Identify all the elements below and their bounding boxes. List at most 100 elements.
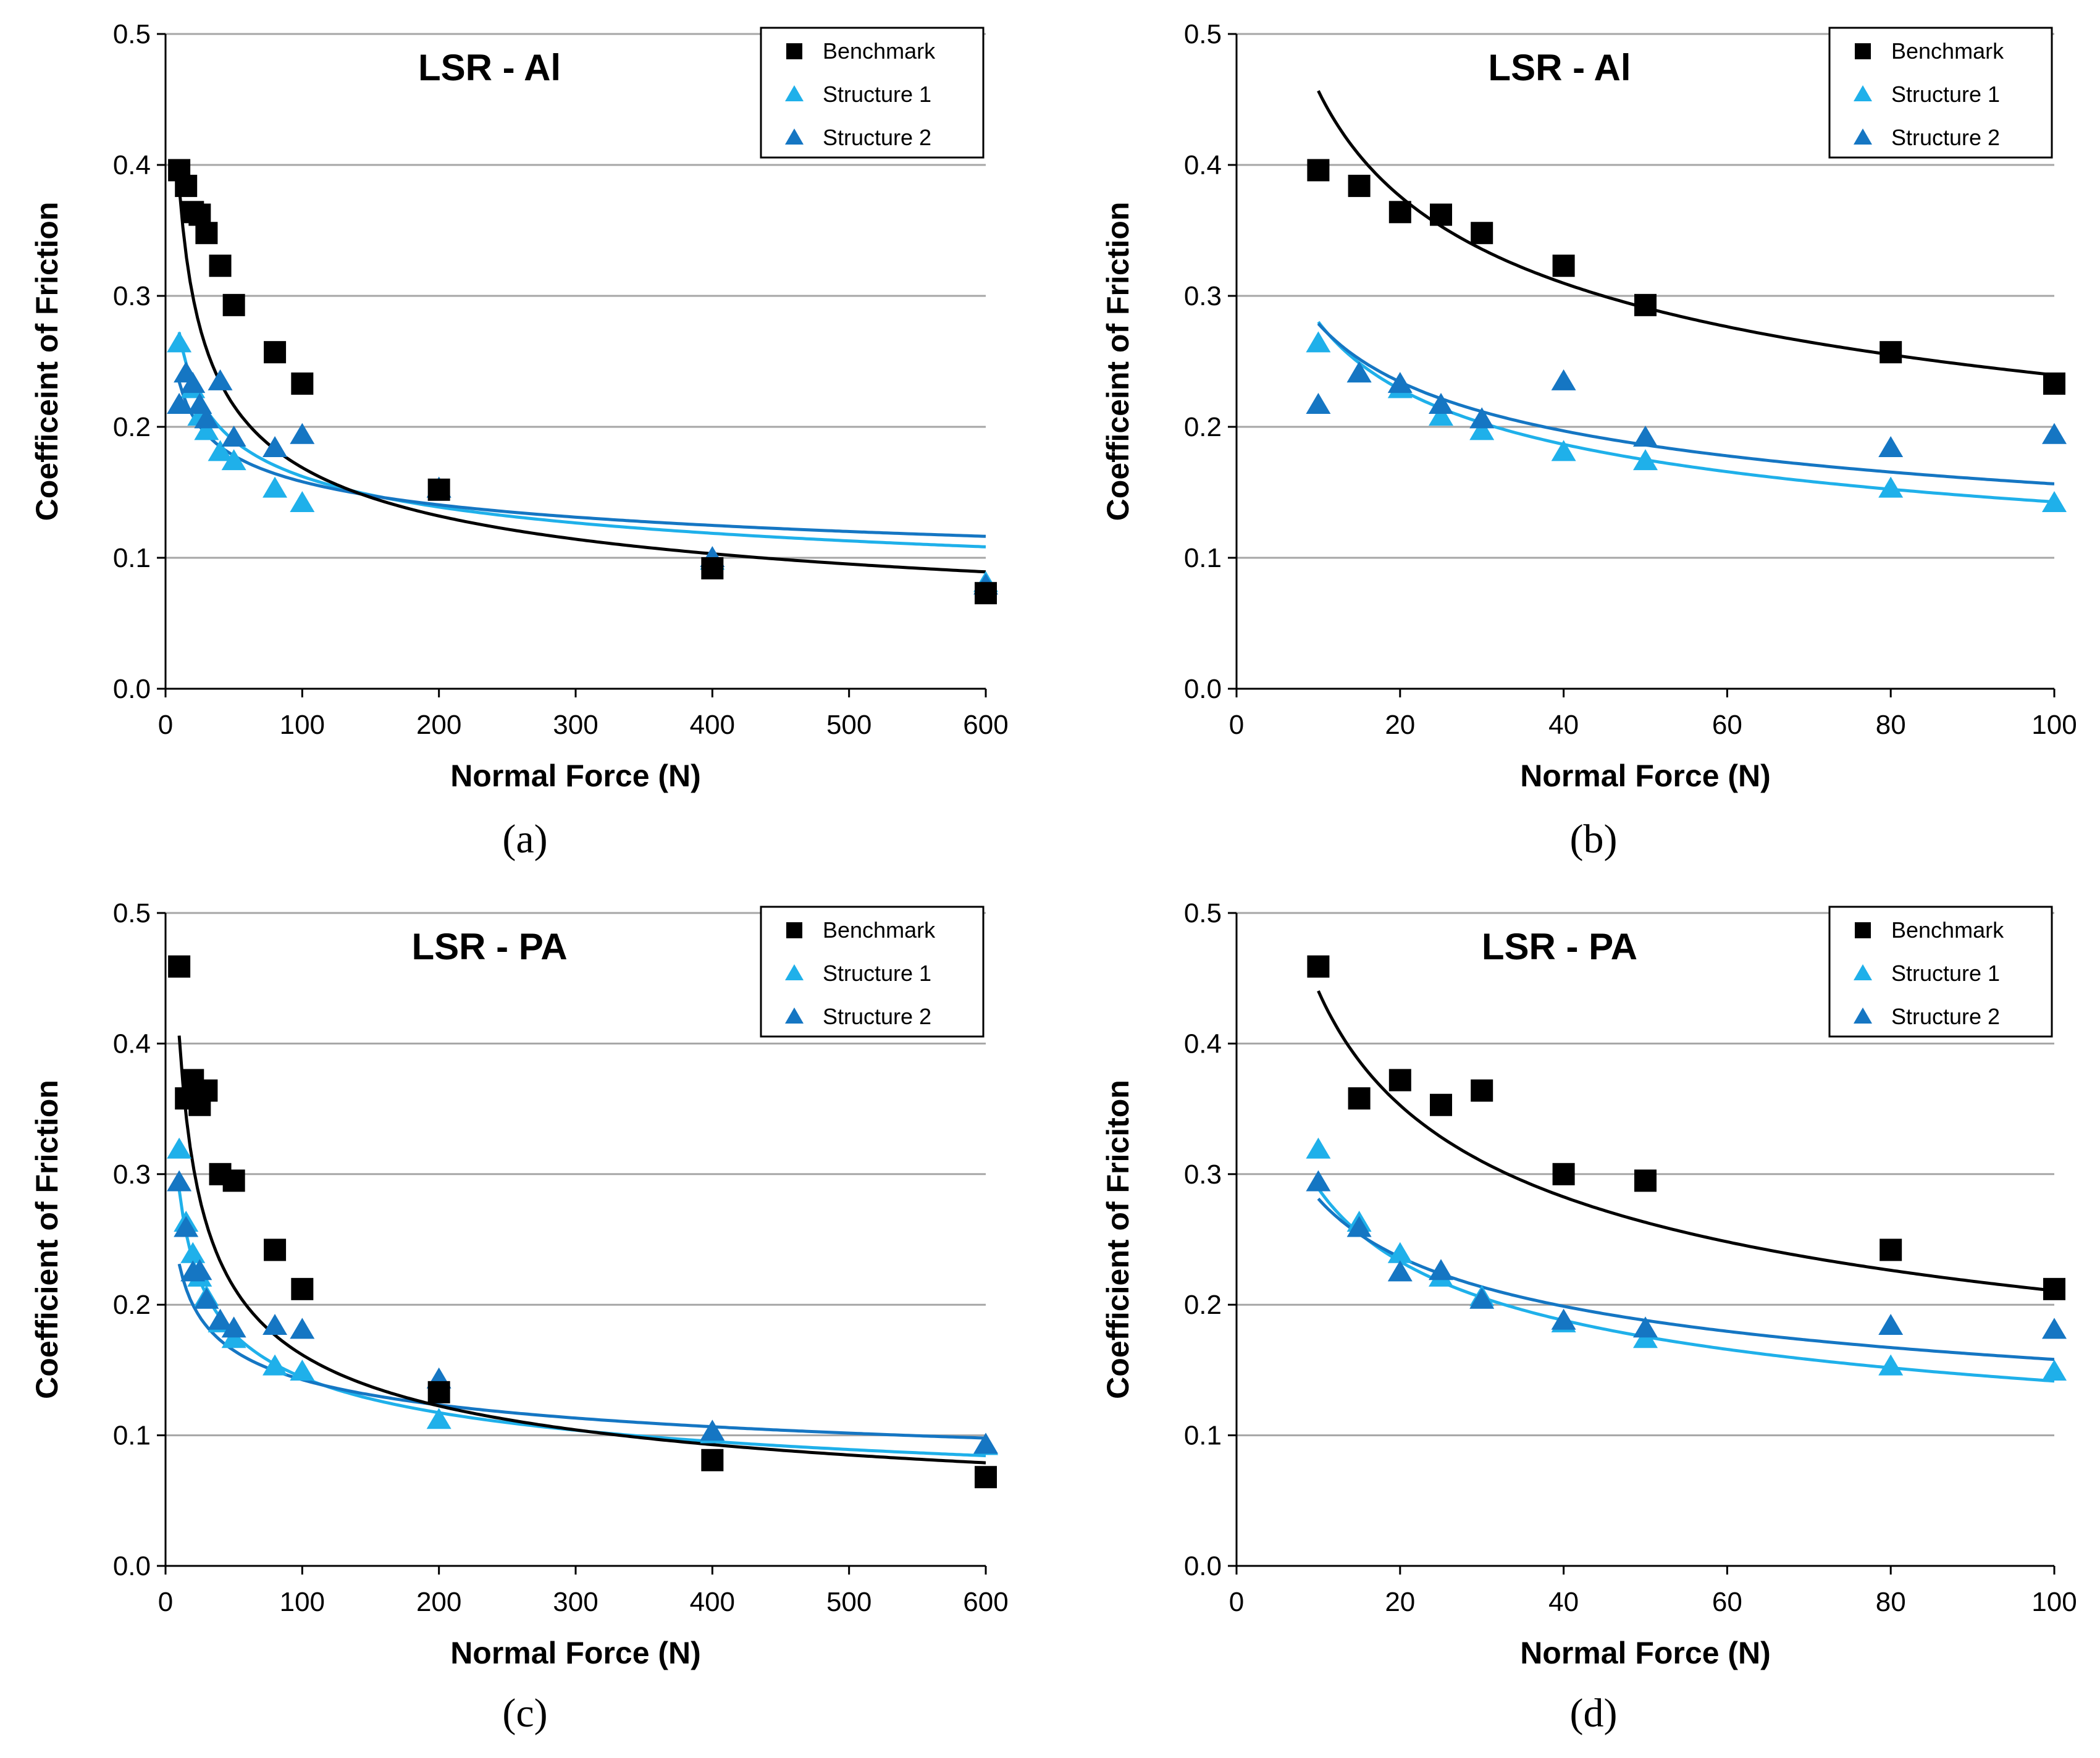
- data-point-structure-1: [2042, 491, 2067, 512]
- data-point-structure-2: [1878, 435, 1904, 457]
- data-point-structure-2: [1387, 1260, 1413, 1282]
- data-point-structure-2: [290, 423, 315, 444]
- data-point-structure-2: [1306, 1170, 1331, 1192]
- x-tick-label: 0: [1229, 710, 1244, 740]
- y-tick-label: 0.0: [1184, 1551, 1222, 1581]
- data-point-benchmark: [222, 1169, 245, 1192]
- x-tick-label: 0: [158, 710, 173, 740]
- legend-label-benchmark: Benchmark: [1891, 917, 2004, 943]
- y-tick-label: 0.2: [1184, 1290, 1222, 1320]
- chart-title: LSR - PA: [411, 926, 567, 967]
- y-tick-label: 0.0: [1184, 674, 1222, 704]
- data-point-structure-1: [194, 419, 219, 440]
- data-point-benchmark: [175, 174, 198, 197]
- legend-marker-benchmark: [1855, 922, 1871, 938]
- y-tick-label: 0.2: [113, 1290, 151, 1320]
- x-tick-label: 200: [416, 710, 461, 740]
- data-point-benchmark: [1552, 1163, 1575, 1185]
- data-point-structure-2: [1469, 1287, 1495, 1309]
- data-point-structure-1: [167, 1137, 192, 1159]
- legend-label-structure-1: Structure 1: [1891, 961, 2000, 986]
- legend-marker-structure-1: [785, 964, 804, 980]
- data-point-benchmark: [427, 1381, 450, 1403]
- y-tick-label: 0.3: [113, 281, 151, 311]
- data-point-benchmark: [1634, 1169, 1657, 1192]
- data-point-benchmark: [1471, 222, 1493, 245]
- data-point-benchmark: [975, 1466, 997, 1489]
- panel-caption: (b): [1570, 817, 1618, 862]
- data-point-structure-2: [167, 1170, 192, 1192]
- legend-label-structure-1: Structure 1: [823, 961, 931, 986]
- trendline-benchmark: [1317, 90, 2054, 377]
- chart-panel-d: 0.0 0.1 0.2 0.3 0.4 0.5 0 20 40 60 80 100 Normal For…: [1101, 898, 2077, 1736]
- data-point-structure-2: [1633, 1316, 1658, 1338]
- x-tick-label: 0: [1229, 1587, 1244, 1617]
- data-point-structure-2: [208, 1308, 233, 1330]
- legend-label-structure-2: Structure 2: [823, 125, 931, 150]
- data-point-benchmark: [1388, 201, 1411, 224]
- data-point-benchmark: [975, 582, 997, 605]
- legend-label-structure-2: Structure 2: [1891, 1004, 2000, 1029]
- trendline-structure-2: [177, 1263, 986, 1440]
- data-point-structure-1: [1878, 1354, 1904, 1376]
- x-tick-label: 80: [1876, 710, 1906, 740]
- data-point-benchmark: [1880, 1239, 1902, 1261]
- data-point-structure-2: [262, 1314, 288, 1335]
- chart-panel-c: 0.0 0.1 0.2 0.3 0.4 0.5 0 100 200 300 400 500 600 Nor…: [30, 898, 1009, 1736]
- data-point-structure-2: [973, 1432, 998, 1454]
- data-point-structure-1: [290, 1360, 315, 1381]
- y-tick-label: 0.4: [113, 150, 151, 180]
- x-tick-label: 0: [158, 1587, 173, 1617]
- data-point-structure-1: [1878, 476, 1904, 498]
- data-point-structure-1: [1429, 405, 1453, 426]
- y-tick-label: 0.4: [1184, 1028, 1222, 1059]
- legend-label-structure-1: Structure 1: [823, 82, 931, 107]
- data-point-structure-1: [1306, 331, 1331, 353]
- y-tick-label: 0.2: [113, 412, 151, 442]
- x-tick-label: 60: [1712, 1587, 1742, 1617]
- legend-label-structure-2: Structure 2: [823, 1004, 931, 1029]
- data-point-benchmark: [1348, 1087, 1371, 1110]
- x-tick-label: 600: [963, 1587, 1008, 1617]
- data-point-structure-1: [1306, 1137, 1331, 1159]
- legend-marker-structure-1: [1854, 85, 1872, 101]
- data-point-structure-2: [2042, 423, 2067, 444]
- x-tick-label: 100: [280, 710, 325, 740]
- chart-panel-a: 0.0 0.1 0.2 0.3 0.4 0.5 0 100 200 300 400 500 600 Nor…: [30, 19, 1009, 862]
- data-point-structure-1: [1551, 440, 1576, 461]
- chart-title: LSR - Al: [1488, 47, 1631, 88]
- x-tick-label: 300: [553, 1587, 598, 1617]
- data-point-benchmark: [1348, 174, 1371, 197]
- legend-marker-structure-2: [785, 1007, 804, 1024]
- data-point-structure-2: [174, 1216, 199, 1237]
- legend-label-benchmark: Benchmark: [1891, 38, 2004, 64]
- y-tick-label: 0.3: [1184, 281, 1222, 311]
- data-point-benchmark: [1471, 1079, 1493, 1102]
- legend-label-structure-2: Structure 2: [1891, 125, 2000, 150]
- data-point-structure-2: [1633, 426, 1658, 447]
- trendline-benchmark: [1317, 990, 2054, 1292]
- panel-caption: (a): [502, 817, 547, 862]
- data-point-structure-2: [2042, 1318, 2067, 1339]
- x-tick-label: 100: [2031, 1587, 2077, 1617]
- data-point-structure-2: [290, 1318, 315, 1339]
- data-point-benchmark: [701, 557, 724, 579]
- data-point-structure-2: [194, 1287, 219, 1309]
- data-point-benchmark: [1430, 203, 1452, 226]
- y-tick-label: 0.0: [113, 674, 151, 704]
- y-tick-label: 0.0: [113, 1551, 151, 1581]
- data-point-structure-1: [221, 449, 246, 471]
- data-point-structure-1: [180, 1242, 206, 1263]
- y-tick-label: 0.1: [113, 543, 151, 573]
- x-tick-label: 500: [826, 710, 872, 740]
- y-tick-label: 0.1: [1184, 543, 1222, 573]
- trendline-structure-1: [177, 332, 986, 549]
- y-tick-label: 0.5: [1184, 898, 1222, 928]
- x-tick-label: 400: [690, 1587, 735, 1617]
- data-point-structure-2: [1306, 393, 1331, 414]
- data-point-structure-1: [1469, 419, 1495, 440]
- chart-title: LSR - Al: [418, 47, 561, 88]
- x-tick-label: 80: [1876, 1587, 1906, 1617]
- data-point-structure-2: [194, 407, 219, 429]
